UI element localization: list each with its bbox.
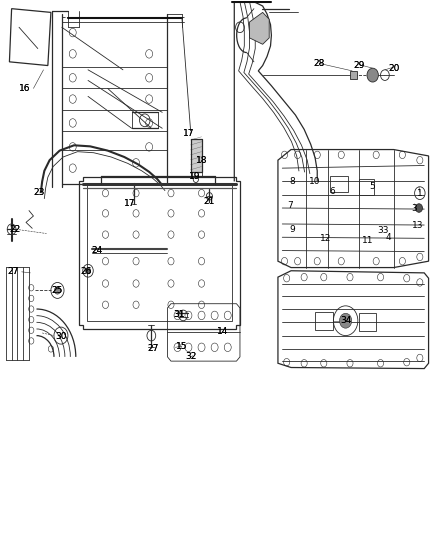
Text: 27: 27: [7, 268, 18, 276]
Text: 18: 18: [196, 156, 207, 165]
Text: 15: 15: [176, 342, 187, 351]
Text: 15: 15: [176, 342, 187, 351]
Text: 17: 17: [124, 199, 135, 208]
Text: 20: 20: [388, 64, 399, 73]
Text: 26: 26: [80, 268, 92, 276]
Text: 32: 32: [185, 352, 196, 361]
Text: 12: 12: [320, 235, 332, 244]
Text: 6: 6: [330, 187, 336, 196]
Text: 34: 34: [340, 316, 351, 325]
Text: 14: 14: [217, 327, 228, 336]
Text: 19: 19: [189, 172, 201, 181]
Text: 31: 31: [173, 310, 184, 319]
Circle shape: [54, 287, 60, 294]
Text: 1: 1: [417, 189, 423, 198]
Text: 27: 27: [148, 344, 159, 353]
Text: 3: 3: [412, 204, 417, 213]
Circle shape: [367, 68, 378, 82]
Text: 13: 13: [412, 221, 424, 230]
Text: 23: 23: [33, 188, 45, 197]
Text: 24: 24: [91, 246, 102, 255]
Text: 20: 20: [388, 64, 399, 73]
Text: 19: 19: [189, 172, 201, 181]
Text: 21: 21: [204, 197, 215, 206]
Text: 25: 25: [52, 286, 63, 295]
Text: 29: 29: [353, 61, 364, 70]
Text: 18: 18: [196, 156, 207, 165]
Text: 31: 31: [173, 310, 184, 319]
Text: 17: 17: [124, 199, 135, 208]
Text: 30: 30: [55, 332, 67, 341]
Polygon shape: [250, 12, 269, 44]
Text: 16: 16: [19, 84, 31, 93]
Text: 34: 34: [340, 316, 351, 325]
Circle shape: [85, 268, 91, 274]
Text: 4: 4: [385, 233, 391, 242]
Text: 14: 14: [217, 327, 228, 336]
Text: 30: 30: [55, 332, 67, 341]
Text: 29: 29: [353, 61, 364, 70]
Text: 17: 17: [183, 129, 194, 138]
Text: 16: 16: [19, 84, 31, 93]
Circle shape: [416, 204, 423, 212]
Text: 22: 22: [9, 225, 20, 234]
Polygon shape: [350, 71, 357, 79]
Text: 7: 7: [287, 201, 293, 210]
Text: 24: 24: [91, 246, 102, 255]
Text: 21: 21: [204, 197, 215, 206]
Polygon shape: [191, 139, 201, 172]
Text: 11: 11: [362, 237, 373, 246]
Text: 9: 9: [290, 225, 295, 234]
Text: 31: 31: [173, 310, 184, 319]
Text: 33: 33: [377, 226, 389, 235]
Text: 8: 8: [290, 177, 295, 186]
Text: 25: 25: [52, 286, 63, 295]
Text: 26: 26: [80, 268, 92, 276]
Text: 5: 5: [369, 182, 374, 191]
Text: 10: 10: [309, 177, 321, 186]
Text: 28: 28: [314, 59, 325, 68]
Text: 23: 23: [33, 188, 45, 197]
Text: 17: 17: [183, 129, 194, 138]
Text: 27: 27: [148, 344, 159, 353]
Text: 28: 28: [314, 59, 325, 68]
Text: 27: 27: [7, 268, 18, 276]
Circle shape: [339, 313, 352, 328]
Text: 22: 22: [9, 225, 20, 234]
Text: 32: 32: [185, 352, 196, 361]
